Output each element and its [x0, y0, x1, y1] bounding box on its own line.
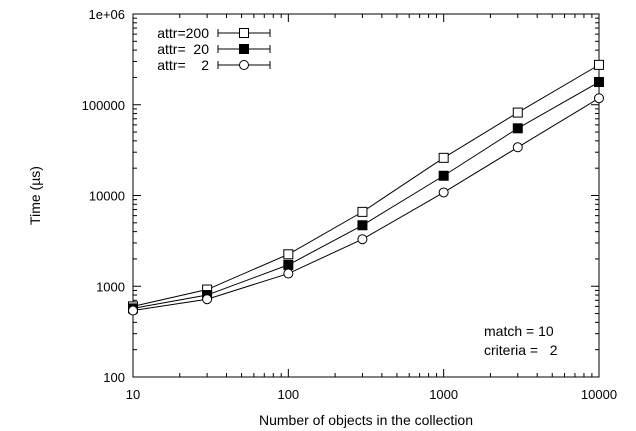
series-0 [128, 59, 604, 312]
data-point [594, 59, 604, 70]
data-point [594, 93, 604, 104]
x-tick-label: 100 [277, 387, 299, 402]
series-layer [128, 59, 604, 316]
data-point [128, 305, 138, 316]
data-point [357, 206, 368, 217]
y-axis-label: Time (µs) [27, 166, 43, 225]
series-2 [128, 93, 604, 316]
series-line [132, 64, 600, 307]
legend-label: attr= 2 [157, 57, 209, 73]
legend-marker [239, 28, 249, 38]
legend-label: attr= 20 [157, 41, 209, 57]
series-line [132, 81, 600, 309]
annotation-criteria: criteria = 2 [484, 342, 558, 358]
legend-marker [239, 60, 249, 70]
y-tick-label: 1e+06 [88, 7, 125, 22]
data-point [512, 123, 523, 134]
y-tick-label: 1000 [96, 279, 125, 294]
y-tick-label: 10000 [89, 189, 125, 204]
data-point [512, 142, 523, 153]
data-point [283, 249, 294, 260]
series-1 [128, 77, 604, 314]
series-line [132, 97, 600, 312]
data-point [283, 268, 294, 279]
y-tick-label: 100 [103, 370, 125, 385]
axis-ticks [132, 13, 600, 378]
x-tick-label: 10000 [581, 387, 617, 402]
data-point [512, 107, 523, 118]
x-tick-label: 1000 [429, 387, 458, 402]
data-point [202, 294, 213, 305]
data-point [283, 259, 294, 270]
data-point [594, 77, 604, 88]
annotation-match: match = 10 [484, 323, 554, 339]
legend-marker [239, 44, 249, 54]
y-tick-label: 100000 [82, 98, 125, 113]
data-point [357, 220, 368, 231]
x-axis-label: Number of objects in the collection [259, 412, 473, 428]
data-point [438, 170, 449, 181]
data-point [438, 152, 449, 163]
data-point [438, 187, 449, 198]
data-point [357, 234, 368, 245]
x-tick-label: 10 [126, 387, 140, 402]
legend-label: attr=200 [157, 25, 209, 41]
